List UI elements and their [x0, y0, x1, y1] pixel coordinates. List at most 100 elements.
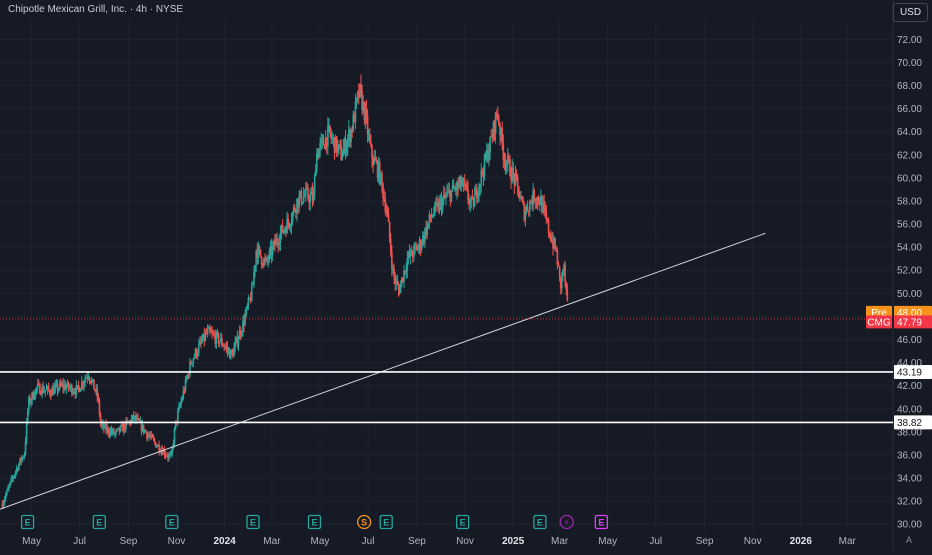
candle-body	[561, 274, 563, 289]
candle-body	[54, 385, 57, 388]
price-tag-value: 47.79	[897, 317, 922, 328]
candle-body	[510, 176, 512, 181]
candle-body	[161, 449, 164, 455]
candle-body	[324, 137, 327, 149]
candle-body	[220, 337, 222, 342]
candle-body	[407, 252, 410, 259]
candle-body	[366, 116, 369, 135]
candle-body	[502, 143, 505, 161]
candle-body	[543, 202, 545, 208]
candle-body	[247, 298, 250, 306]
candle-body	[426, 225, 428, 236]
candle-body	[25, 421, 28, 442]
candle-body	[350, 129, 352, 142]
candle-body	[361, 90, 363, 111]
candle-body	[453, 188, 456, 190]
candle-body	[466, 185, 468, 189]
x-tick-label: May	[598, 536, 617, 547]
price-candles	[1, 74, 569, 510]
candle-body	[369, 134, 371, 142]
candle-body	[295, 210, 297, 213]
candle-body	[174, 420, 177, 430]
candle-body	[252, 284, 254, 286]
candle-body	[558, 266, 561, 277]
candle-body	[137, 418, 139, 419]
candle-body	[410, 249, 413, 256]
auto-scale-button[interactable]: A	[906, 535, 913, 545]
candle-body	[135, 415, 137, 421]
candle-body	[419, 240, 422, 250]
candle-body	[163, 449, 166, 456]
candle-body	[236, 337, 239, 346]
candle-body	[414, 245, 416, 247]
candle-body	[266, 258, 268, 261]
candle-body	[387, 213, 390, 223]
candle-body	[31, 392, 33, 401]
candle-body	[382, 184, 384, 199]
candle-body	[52, 388, 54, 395]
candle-body	[86, 377, 89, 379]
y-tick-label: 32.00	[897, 497, 922, 508]
candle-body	[257, 246, 260, 259]
candle-body	[289, 226, 292, 228]
candle-body	[536, 197, 539, 203]
candle-body	[270, 246, 273, 256]
candle-body	[11, 478, 14, 480]
candle-body	[79, 389, 82, 392]
candle-body	[241, 332, 243, 336]
y-tick-label: 70.00	[897, 58, 922, 69]
candle-body	[555, 249, 558, 251]
candle-body	[285, 229, 287, 234]
candle-body	[352, 114, 355, 132]
candle-body	[290, 221, 293, 227]
event-marker-label: S	[361, 518, 367, 528]
candle-body	[427, 222, 430, 226]
candle-body	[505, 163, 508, 167]
candle-body	[452, 184, 455, 189]
candle-body	[416, 246, 419, 251]
candle-body	[519, 197, 521, 199]
candle-body	[401, 277, 403, 284]
candle-body	[58, 382, 61, 389]
candle-body	[28, 397, 30, 411]
candle-body	[82, 381, 84, 386]
candle-body	[365, 108, 368, 117]
candle-body	[39, 384, 41, 395]
candle-body	[562, 269, 564, 275]
candle-body	[97, 396, 100, 400]
y-axis: 30.00 32.00 34.00 36.00 38.00 40.00 42.00 44.00…	[897, 35, 922, 531]
y-tick-label: 58.00	[897, 196, 922, 207]
level-tag-value: 38.82	[897, 418, 922, 429]
y-tick-label: 62.00	[897, 150, 922, 161]
candle-body	[108, 433, 111, 435]
candle-body	[388, 222, 391, 240]
candle-body	[403, 270, 405, 282]
candle-body	[447, 190, 449, 193]
candle-body	[132, 415, 135, 420]
candle-body	[126, 420, 128, 422]
candle-body	[300, 191, 303, 204]
candle-body	[221, 337, 223, 345]
y-tick-label: 50.00	[897, 289, 922, 300]
candle-body	[168, 454, 170, 458]
currency-button[interactable]: USD	[893, 3, 928, 22]
candle-body	[141, 424, 144, 431]
candle-body	[323, 144, 326, 149]
candle-body	[157, 444, 159, 447]
candle-body	[18, 464, 20, 471]
candle-body	[57, 388, 60, 391]
candle-body	[307, 188, 309, 199]
candle-body	[564, 265, 566, 282]
candle-body	[85, 377, 88, 379]
candle-body	[56, 383, 59, 391]
candle-body	[98, 399, 101, 415]
earnings-marker-icon	[379, 514, 393, 530]
candle-body	[84, 378, 86, 383]
candle-body	[338, 144, 340, 146]
candle-body	[124, 423, 126, 430]
candle-body	[499, 124, 501, 136]
candle-body	[317, 153, 319, 159]
candle-body	[362, 102, 364, 111]
